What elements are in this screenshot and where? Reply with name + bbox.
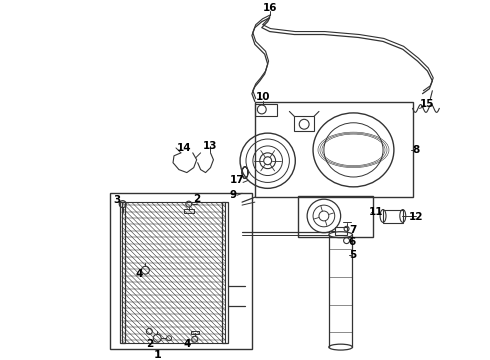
Text: 12: 12 bbox=[408, 212, 423, 222]
Text: 13: 13 bbox=[203, 141, 218, 151]
Text: 4: 4 bbox=[136, 269, 143, 279]
Bar bbox=[110, 193, 252, 349]
Text: 1: 1 bbox=[153, 350, 161, 360]
Text: 10: 10 bbox=[255, 92, 270, 102]
Text: 5: 5 bbox=[349, 251, 356, 260]
Bar bbox=[222, 202, 228, 343]
Text: 8: 8 bbox=[412, 145, 419, 155]
Bar bbox=[294, 116, 314, 131]
Bar bbox=[191, 331, 198, 334]
Bar bbox=[383, 210, 403, 223]
Bar bbox=[120, 202, 124, 343]
Text: 7: 7 bbox=[349, 225, 356, 235]
Bar bbox=[255, 102, 413, 197]
Text: 14: 14 bbox=[176, 143, 191, 153]
Text: 11: 11 bbox=[369, 207, 383, 217]
Bar bbox=[335, 227, 346, 235]
Bar bbox=[298, 196, 373, 237]
Bar bbox=[184, 209, 194, 213]
Text: 4: 4 bbox=[183, 339, 191, 349]
Text: 6: 6 bbox=[349, 237, 356, 247]
Text: 15: 15 bbox=[420, 99, 435, 109]
Text: 16: 16 bbox=[263, 3, 277, 13]
Text: 3: 3 bbox=[113, 195, 121, 205]
Text: 2: 2 bbox=[146, 339, 153, 349]
Text: 9: 9 bbox=[230, 190, 237, 200]
Bar bbox=[255, 104, 276, 116]
Text: 17: 17 bbox=[230, 175, 245, 185]
Bar bbox=[122, 202, 225, 343]
Text: 2: 2 bbox=[193, 194, 200, 204]
